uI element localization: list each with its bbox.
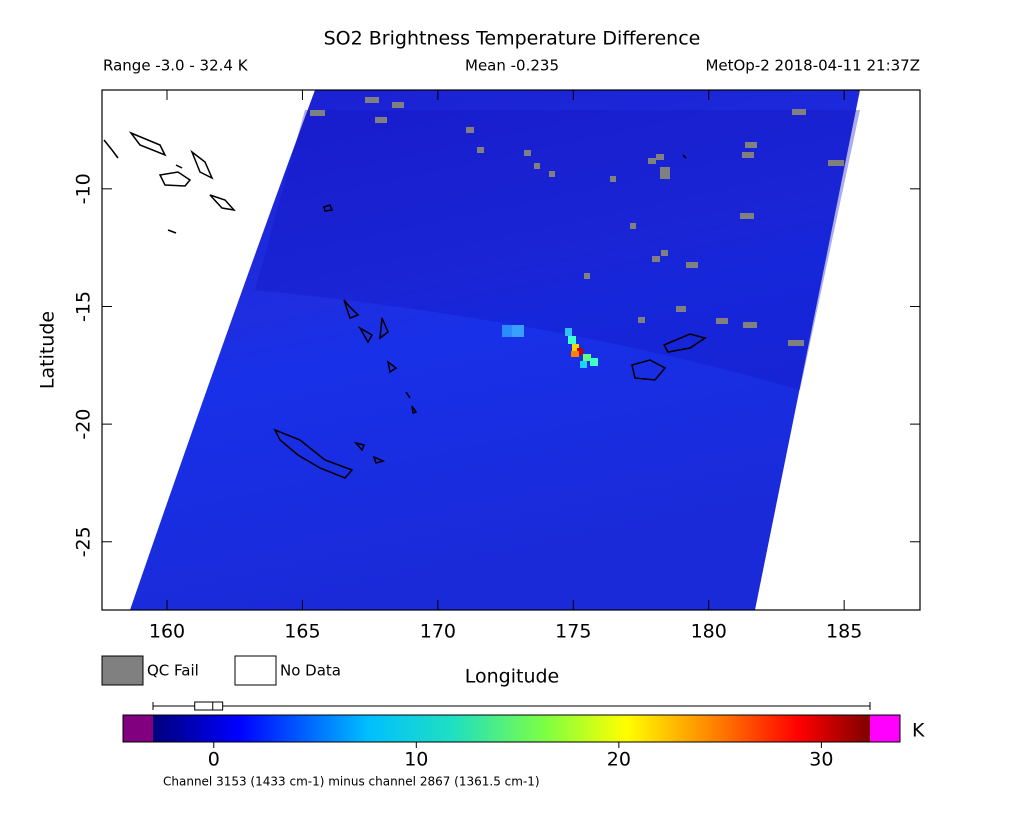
swath [130,90,860,610]
x-tick-label: 175 [555,621,591,643]
qc-fail-pixels [310,97,844,346]
colorbar-tick-label: 20 [607,749,631,771]
y-tick-label: -15 [73,291,95,322]
so2-plume [502,325,598,368]
y-tick-label: -20 [73,409,95,440]
x-tick-label: 180 [691,621,727,643]
subtitle-center: Mean -0.235 [465,57,559,75]
y-tick-label: -25 [73,526,95,557]
colorbar-tick-label: 0 [208,749,220,771]
x-tick-label: 160 [149,621,185,643]
legend-swatch [101,655,144,686]
subtitle-right: MetOp-2 2018-04-11 21:37Z [705,57,920,75]
colorbar-tick-label: 10 [404,749,428,771]
colorbar [153,715,870,742]
chart-title: SO2 Brightness Temperature Difference [324,28,701,50]
colorbar-unit: K [912,720,925,742]
colorbar-over [870,715,900,742]
colorbar-frame [122,714,901,743]
subtitle-left: Range -3.0 - 32.4 K [103,57,249,75]
plot-frame [101,89,921,611]
legend-label: QC Fail [147,662,199,680]
coastlines [103,131,707,479]
x-axis-label: Longitude [465,666,560,688]
colorbar-under [123,715,153,742]
y-tick-label: -10 [73,173,95,204]
x-tick-label: 170 [420,621,456,643]
x-tick-label: 165 [284,621,320,643]
legend-swatch [234,655,277,686]
x-tick-label: 185 [826,621,862,643]
box [194,701,224,711]
swath-shade [255,110,860,390]
legend-label: No Data [280,662,341,680]
footnote: Channel 3153 (1433 cm-1) minus channel 2… [163,775,540,789]
colorbar-tick-label: 30 [809,749,833,771]
y-axis-label: Latitude [37,311,59,389]
